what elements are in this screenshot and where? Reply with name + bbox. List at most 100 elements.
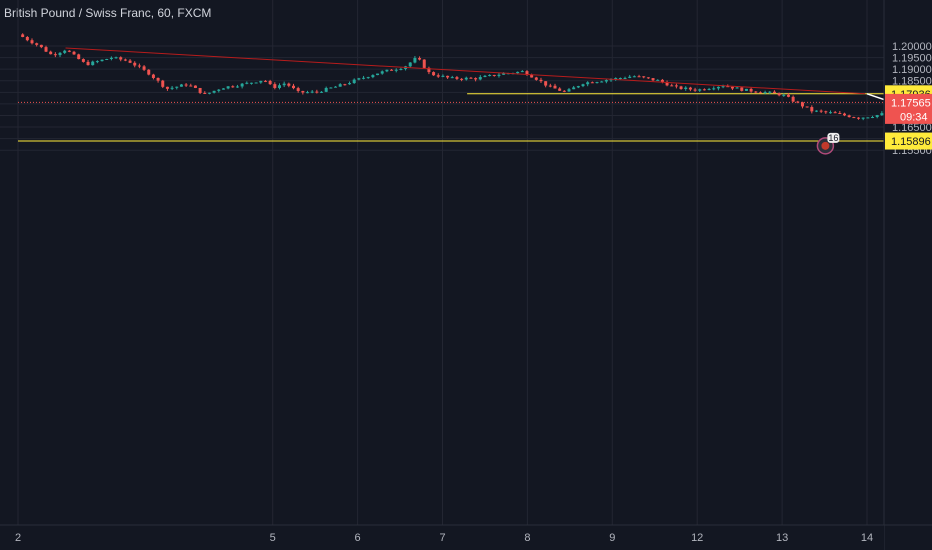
candle-body [399,68,403,70]
candle-body [544,81,548,86]
candle-body [497,74,501,76]
candle-body [418,58,422,60]
candle-body [296,88,300,91]
candle-body [782,94,786,96]
candle-body [852,117,856,119]
candle-body [44,47,48,52]
candle-body [81,59,85,62]
candle-body [151,74,155,78]
candle-body [352,79,356,84]
candle-body [572,87,576,90]
candle-body [95,61,99,63]
candle-body [805,106,809,108]
candle-body [156,77,160,81]
candle-body [866,117,870,119]
candle-body [684,87,688,89]
y-tick-label: 1.19000 [892,64,932,76]
x-tick-label: 7 [439,532,445,544]
grid [0,0,884,525]
candle-body [623,77,627,79]
candle-body [796,101,800,103]
x-tick-labels: 2567891213141516 [15,532,873,544]
candle-body [590,82,594,84]
candle-body [394,69,398,71]
candle-body [109,57,113,59]
candle-body [371,75,375,78]
candle-body [254,82,258,84]
price-tag [885,132,932,150]
candle-body [231,86,235,88]
candle-body [450,77,454,79]
candle-body [646,77,650,79]
candle-body [30,40,34,44]
candle-body [768,91,772,93]
x-tick-label: 6 [355,532,361,544]
candle-body [226,86,230,89]
candle-body [857,117,861,119]
candle-body [763,92,767,94]
event-badge-count: 16 [828,133,838,143]
candle-body [35,43,39,45]
candle-body [147,69,151,75]
x-tick-label: 13 [776,532,788,544]
candle-body [329,87,333,89]
candle-body [558,88,562,91]
candle-body [735,87,739,89]
candle-body [525,71,529,75]
candle-body [72,51,76,55]
candle-body [413,58,417,63]
y-tick-label: 1.19500 [892,53,932,65]
candle-body [530,74,534,78]
candle-body [478,77,482,80]
candle-body [446,75,450,78]
chart-title: British Pound / Swiss Franc, 60, FXCM [4,6,212,20]
candle-body [119,57,123,60]
candle-body [53,54,57,56]
candle-body [800,102,804,107]
candle-body [338,84,342,87]
candle-body [880,113,884,116]
candle-body [133,62,137,66]
candle-body [730,86,734,89]
candle-body [240,83,244,87]
candle-body [614,78,618,80]
candle-body [25,36,29,41]
candle-body [838,113,842,115]
candle-body [488,74,492,76]
price-tag-countdown: 09:34 [900,111,928,123]
candle-body [142,66,146,70]
candle-body [609,79,613,81]
candle-body [179,84,183,87]
candle-body [100,59,104,62]
x-tick-label: 12 [691,532,703,544]
candle-body [77,54,81,60]
candle-body [123,59,127,61]
candle-body [343,84,347,86]
candle-body [128,60,132,63]
candle-body [707,88,711,90]
candle-body [198,87,202,93]
x-tick-label: 8 [524,532,530,544]
candle-body [698,89,702,91]
flag-icon [821,141,830,150]
candle-body [277,85,281,88]
x-tick-label: 9 [609,532,615,544]
candle-body [441,75,445,77]
candle-body [408,62,412,67]
price-tag [885,93,932,124]
candle-body [245,82,249,84]
candle-body [207,92,211,94]
time-axis[interactable] [0,525,884,550]
candle-body [810,107,814,112]
candle-body [306,92,310,94]
candle-body [656,79,660,81]
event-markers[interactable]: 1624 [816,132,932,155]
candle-body [422,59,426,68]
candle-body [282,83,286,86]
candle-body [562,90,566,92]
candle-body [170,87,174,89]
candle-body [586,82,590,85]
candle-body [259,80,263,83]
